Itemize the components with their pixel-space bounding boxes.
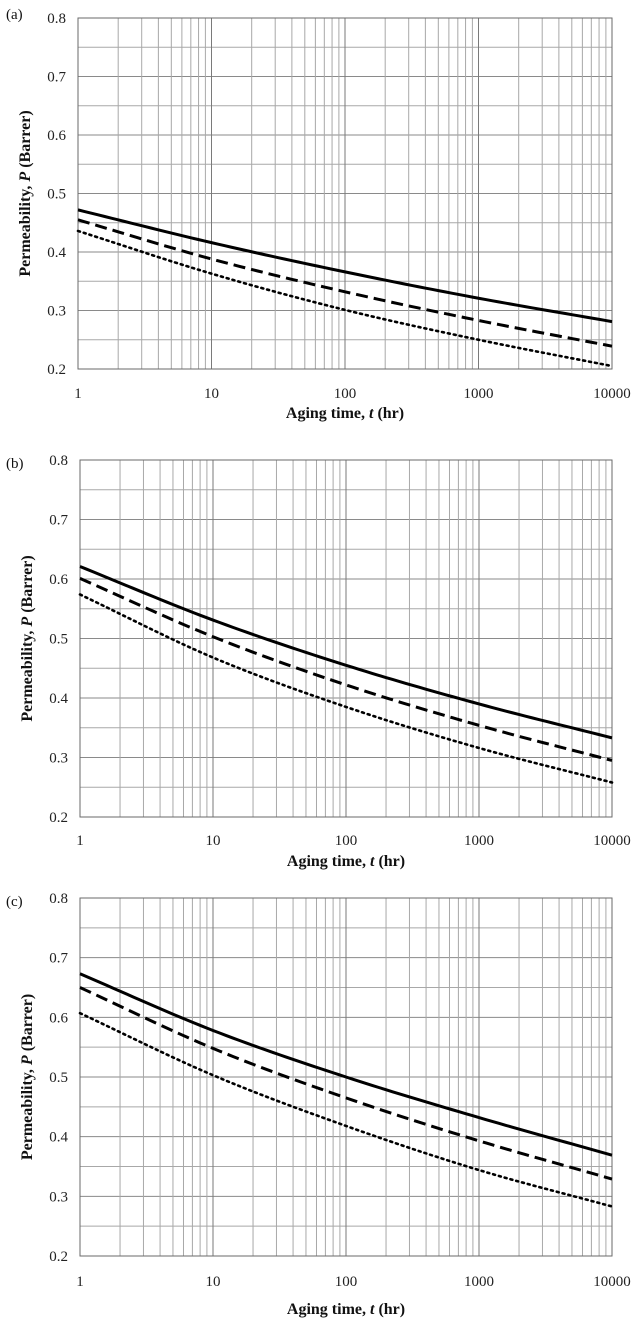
series-line-solid [79,565,613,740]
x-tick-label: 10 [206,833,221,849]
y-tick-label: 0.7 [49,513,68,529]
y-axis-title: Permeability, P (Barrer) [19,555,36,721]
plot-frame [79,459,613,818]
y-tick-label: 0.6 [49,1010,68,1026]
y-tick-label: 0.2 [47,362,66,378]
y-tick-label: 0.5 [49,632,68,648]
y-tick-label: 0.5 [47,187,66,203]
y-tick-label: 0.8 [49,891,68,907]
x-tick-label: 1000 [464,833,494,849]
x-tick-label: 1000 [464,386,494,402]
series-line-dotted [78,1011,614,1208]
y-tick-label: 0.7 [47,70,66,86]
y-tick-label: 0.2 [49,1249,68,1265]
plot-frame [79,897,613,1257]
y-tick-label: 0.6 [49,572,68,588]
y-tick-label: 0.2 [49,810,68,826]
y-tick-label: 0.8 [47,11,66,27]
y-tick-label: 0.4 [47,245,66,261]
y-tick-label: 0.7 [49,951,68,967]
x-tick-label: 100 [335,833,358,849]
chart-panel-b: 0.2 0.3 0.4 0.5 0.6 0.7 0.8 1 10 100 1000 10000 Agin… [6,453,631,870]
x-tick-label: 10000 [593,833,631,849]
chart-panel-a: 0.2 0.3 0.4 0.5 0.6 0.7 0.8 1 10 100 1000 10000 Agin… [6,7,631,422]
y-tick-label: 0.4 [49,691,68,707]
y-axis-title: Permeability, P (Barrer) [19,994,36,1160]
x-tick-label: 1 [74,386,82,402]
x-tick-label: 10000 [593,386,631,402]
y-tick-label: 0.6 [47,128,66,144]
x-tick-label: 1 [76,1274,84,1290]
series-line-solid [77,208,613,324]
series-line-dashed [77,218,613,348]
x-tick-label: 1 [76,833,84,849]
y-tick-label: 0.3 [49,1189,68,1205]
x-tick-label: 10 [204,386,219,402]
y-tick-label: 0.4 [49,1130,68,1146]
panel-label: (b) [6,456,24,472]
x-tick-label: 10 [206,1274,221,1290]
x-axis-title: Aging time, t (hr) [286,405,404,422]
x-tick-label: 10000 [593,1274,631,1290]
panel-label: (c) [6,894,23,910]
y-tick-label: 0.3 [47,304,66,320]
chart-panel-c: 0.2 0.3 0.4 0.5 0.6 0.7 0.8 1 10 100 1000 10000 Agin… [6,891,631,1318]
y-axis-title: Permeability, P (Barrer) [17,110,34,276]
series-line-dashed [79,577,613,762]
x-tick-label: 100 [334,386,357,402]
series-line-dotted [76,229,614,368]
x-axis-title: Aging time, t (hr) [287,853,405,870]
x-tick-label: 1000 [464,1274,494,1290]
plot-frame [77,17,613,370]
series-line-dotted [78,593,614,784]
x-tick-label: 100 [335,1274,358,1290]
y-tick-label: 0.8 [49,453,68,469]
y-tick-label: 0.3 [49,751,68,767]
y-tick-label: 0.5 [49,1070,68,1086]
series-line-solid [79,972,613,1157]
panel-label: (a) [6,7,23,23]
x-axis-title: Aging time, t (hr) [287,1301,405,1318]
series-line-dashed [79,986,613,1181]
